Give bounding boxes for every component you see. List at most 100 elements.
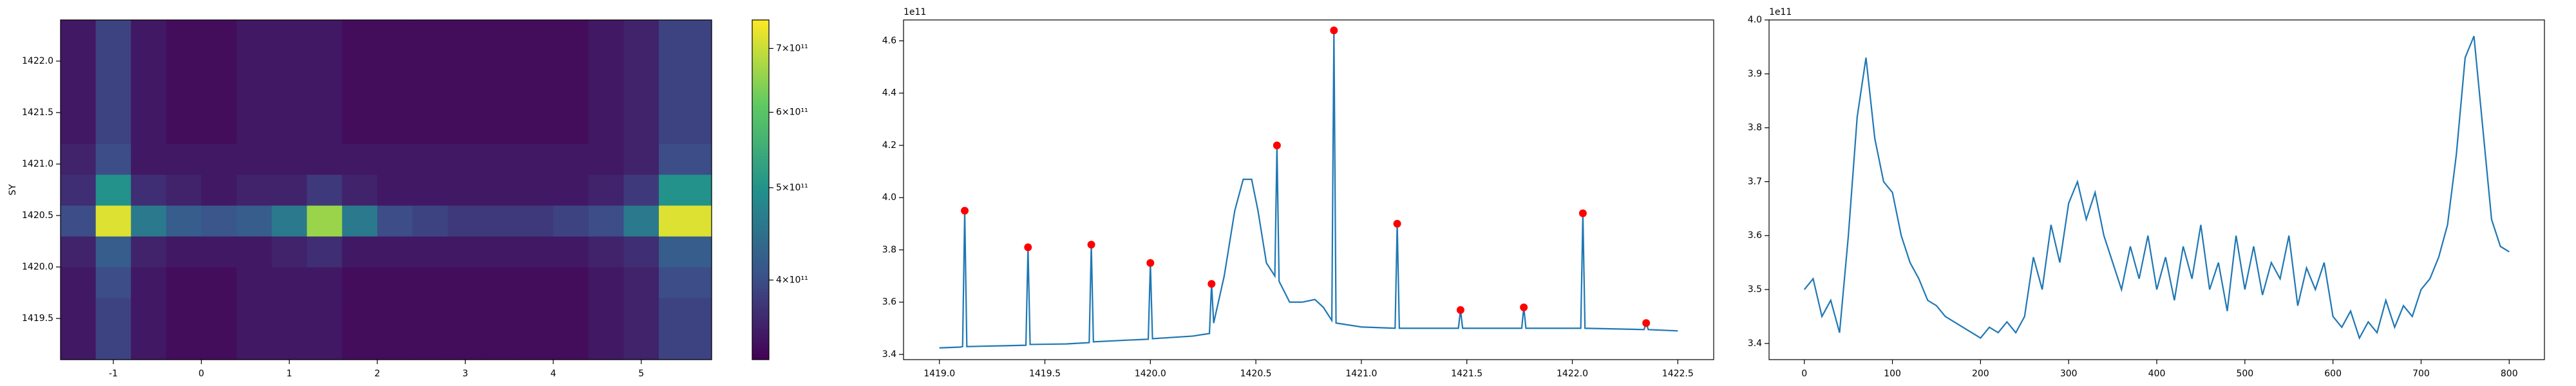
peak-marker bbox=[1642, 319, 1651, 327]
heatmap-cell bbox=[659, 205, 712, 237]
colorbar-gradient bbox=[752, 201, 769, 205]
peak-marker bbox=[1520, 303, 1528, 311]
heatmap-cell bbox=[342, 51, 378, 82]
colorbar-tick-label: 7×10¹¹ bbox=[776, 43, 808, 53]
colorbar-gradient bbox=[752, 96, 769, 100]
heatmap-cell bbox=[553, 51, 589, 82]
colorbar-gradient bbox=[752, 65, 769, 69]
heatmap-cell bbox=[518, 20, 554, 51]
colorbar-gradient bbox=[752, 144, 769, 148]
heatmap-cell bbox=[271, 267, 308, 299]
colorbar-gradient bbox=[752, 326, 769, 329]
heatmap-cell bbox=[307, 267, 343, 299]
x-tick-label: 1419.0 bbox=[923, 369, 955, 379]
heatmap-cell bbox=[131, 298, 167, 329]
heatmap-cell bbox=[271, 298, 308, 329]
heatmap-cell bbox=[342, 205, 378, 237]
colorbar-frame bbox=[752, 19, 770, 360]
heatmap-cell bbox=[342, 267, 378, 299]
heatmap-cell bbox=[95, 20, 131, 51]
heatmap-cell bbox=[61, 82, 97, 113]
colorbar-gradient bbox=[752, 198, 769, 202]
colorbar-gradient bbox=[752, 113, 769, 117]
heatmap-cell bbox=[448, 174, 484, 206]
heatmap-cell bbox=[271, 236, 308, 268]
colorbar-gradient bbox=[752, 37, 769, 41]
heatmap-cell bbox=[659, 113, 712, 144]
y-tick-label: 1421.0 bbox=[22, 159, 53, 169]
y-tick-label: 4.4 bbox=[882, 88, 896, 98]
colorbar-gradient bbox=[752, 317, 769, 320]
heatmap-cell bbox=[61, 113, 97, 144]
heatmap-cell bbox=[95, 298, 131, 329]
colorbar-gradient bbox=[752, 255, 769, 259]
colorbar-gradient bbox=[752, 277, 769, 281]
colorbar-gradient bbox=[752, 345, 769, 349]
heatmap-cell bbox=[448, 143, 484, 175]
colorbar-gradient bbox=[752, 261, 769, 264]
heatmap-cell bbox=[377, 205, 413, 237]
colorbar-gradient bbox=[752, 136, 769, 140]
colorbar-gradient bbox=[752, 48, 769, 51]
heatmap-cell bbox=[623, 236, 659, 268]
data-line bbox=[939, 30, 1678, 349]
x-tick-label: 800 bbox=[2501, 369, 2518, 379]
heatmap-cell bbox=[342, 143, 378, 175]
heatmap-cell bbox=[412, 236, 448, 268]
colorbar-gradient bbox=[752, 221, 769, 225]
heatmap-cell bbox=[482, 267, 519, 299]
colorbar-gradient bbox=[752, 243, 769, 247]
heatmap-cell bbox=[131, 329, 167, 360]
x-tick-label: 0 bbox=[198, 369, 204, 379]
y-tick-label: 4.6 bbox=[882, 35, 896, 46]
heatmap-cell bbox=[166, 174, 202, 206]
colorbar-gradient bbox=[752, 31, 769, 35]
heatmap-cell bbox=[553, 267, 589, 299]
heatmap-cell bbox=[659, 298, 712, 329]
colorbar-gradient bbox=[752, 223, 769, 227]
x-tick-label: 500 bbox=[2236, 369, 2253, 379]
y-axis-label: SY bbox=[8, 184, 18, 196]
x-tick-label: 0 bbox=[1801, 369, 1807, 379]
colorbar-gradient bbox=[752, 300, 769, 304]
heatmap-cell bbox=[623, 20, 659, 51]
heatmap-cell bbox=[448, 113, 484, 144]
y-tick-label: 4.2 bbox=[882, 140, 896, 151]
heatmap-cell bbox=[377, 174, 413, 206]
colorbar-gradient bbox=[752, 45, 769, 49]
heatmap-cell bbox=[553, 205, 589, 237]
colorbar-gradient bbox=[752, 53, 769, 57]
colorbar-gradient bbox=[752, 269, 769, 273]
x-tick-label: 400 bbox=[2148, 369, 2166, 379]
heatmap-cell bbox=[236, 174, 272, 206]
heatmap-cell bbox=[166, 267, 202, 299]
heatmap-cell bbox=[553, 236, 589, 268]
colorbar-gradient bbox=[752, 192, 769, 196]
colorbar-gradient bbox=[752, 147, 769, 151]
colorbar-gradient bbox=[752, 181, 769, 185]
heatmap-cell bbox=[377, 20, 413, 51]
y-tick-label: 3.9 bbox=[1748, 69, 1762, 79]
heatmap-cell bbox=[518, 298, 554, 329]
heatmap-cell bbox=[271, 143, 308, 175]
heatmap-cell bbox=[588, 267, 624, 299]
x-tick-label: 1420.0 bbox=[1135, 369, 1166, 379]
colorbar-gradient bbox=[752, 354, 769, 358]
heatmap-cell bbox=[482, 236, 519, 268]
x-tick-label: 300 bbox=[2060, 369, 2078, 379]
axes-frame bbox=[1768, 19, 2545, 360]
heatmap-cell bbox=[448, 329, 484, 360]
heatmap-cell bbox=[201, 236, 237, 268]
x-tick-label: 1419.5 bbox=[1029, 369, 1061, 379]
heatmap-cell bbox=[166, 236, 202, 268]
colorbar-gradient bbox=[752, 249, 769, 253]
peak-marker bbox=[1208, 280, 1216, 288]
colorbar-gradient bbox=[752, 303, 769, 306]
colorbar-gradient bbox=[752, 209, 769, 213]
heatmap-cell bbox=[448, 51, 484, 82]
heatmap-cell bbox=[201, 267, 237, 299]
peak-marker bbox=[1578, 209, 1587, 217]
heatmap-cell bbox=[659, 267, 712, 299]
colorbar-gradient bbox=[752, 164, 769, 168]
